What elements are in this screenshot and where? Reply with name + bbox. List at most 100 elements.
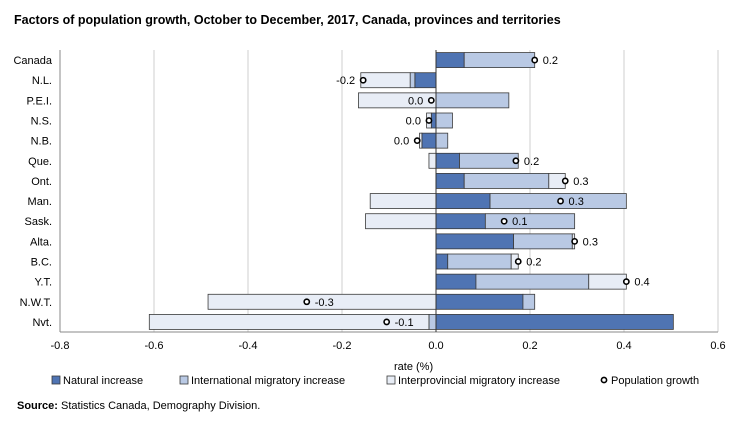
chart-title: Factors of population growth, October to…: [14, 13, 561, 27]
category-label: Man.: [28, 196, 52, 208]
population-growth-label: -0.2: [336, 75, 355, 87]
bar-segment: [365, 213, 437, 230]
bar-segment: [522, 293, 536, 310]
x-tick-label: -0.8: [51, 340, 70, 352]
population-growth-marker: [303, 298, 311, 306]
x-tick-label: 0.4: [616, 340, 631, 352]
population-growth-marker: [561, 177, 569, 185]
category-label: Nvt.: [32, 317, 52, 329]
population-growth-label: 0.1: [512, 216, 527, 228]
legend-layer: Natural increase International migratory …: [51, 375, 699, 387]
population-growth-label: -0.1: [395, 317, 414, 329]
bars-layer: [148, 52, 674, 330]
population-growth-marker: [425, 117, 433, 124]
bar-segment: [369, 193, 437, 209]
population-growth-label: 0.3: [573, 176, 588, 188]
category-label: Y.T.: [34, 277, 52, 289]
bar-segment: [447, 253, 512, 270]
source-label: Source:: [17, 400, 58, 412]
bar-segment: [484, 213, 576, 230]
markers-layer: 0.2 -0.2 0.0 0.0 0.0 0.2 0.3 0.3 0.1 0.3 0.2 0.4 -0.…: [303, 55, 650, 329]
bar-segment: [435, 152, 460, 169]
legend-swatch: [179, 375, 189, 385]
population-growth-marker: [571, 237, 579, 245]
population-growth-marker: [383, 318, 391, 326]
category-label: Ont.: [31, 176, 52, 188]
source-text: Statistics Canada, Demography Division.: [61, 400, 261, 412]
bar-segment: [435, 233, 514, 250]
axis-layer: -0.8 -0.6 -0.4 -0.2 0.0 0.2 0.4 0.6 rate (%) Cana…: [13, 50, 726, 373]
x-axis-label: rate (%): [394, 361, 433, 373]
legend-label: Interprovincial migratory increase: [398, 375, 560, 387]
bar-segment: [588, 273, 627, 290]
category-label: N.L.: [32, 75, 52, 87]
source-note: Source: Statistics Canada, Demography Di…: [17, 400, 260, 412]
bar-segment: [435, 132, 449, 149]
category-label: Que.: [28, 156, 52, 168]
legend-marker: [600, 376, 608, 384]
bar-segment: [148, 314, 430, 330]
bar-segment: [358, 92, 437, 109]
population-growth-label: 0.3: [569, 196, 584, 208]
bar-segment: [435, 92, 510, 109]
legend-label: Natural increase: [63, 375, 143, 387]
bar-segment: [435, 173, 465, 189]
bar-segment: [475, 273, 590, 290]
legend-swatch: [386, 375, 396, 385]
bar-segment: [435, 52, 465, 68]
category-label: P.E.I.: [27, 95, 52, 107]
population-growth-marker: [359, 76, 367, 84]
population-growth-label: 0.2: [524, 156, 539, 168]
category-label: B.C.: [31, 257, 52, 269]
bar-segment: [421, 132, 437, 149]
bar-segment: [428, 314, 437, 330]
grid-layer: [59, 50, 719, 332]
x-tick-label: -0.2: [333, 340, 352, 352]
population-growth-label: 0.2: [526, 257, 541, 269]
bar-segment: [463, 52, 536, 68]
population-growth-marker: [427, 96, 435, 104]
bar-segment: [435, 273, 477, 290]
x-tick-label: -0.4: [239, 340, 258, 352]
population-growth-marker: [500, 217, 508, 225]
population-growth-marker: [413, 137, 421, 145]
bar-segment: [459, 152, 519, 169]
legend-swatch: [51, 375, 61, 385]
x-tick-label: 0.6: [710, 340, 725, 352]
category-label: Alta.: [30, 236, 52, 248]
category-label: N.B.: [31, 136, 52, 148]
bar-segment: [513, 233, 573, 250]
bar-segment: [435, 314, 674, 330]
bar-segment: [435, 213, 486, 230]
population-growth-marker: [531, 56, 539, 64]
category-label: Sask.: [24, 216, 52, 228]
category-label: N.S.: [31, 116, 52, 128]
bar-segment: [463, 173, 550, 189]
bar-segment: [414, 72, 437, 89]
bar-segment: [409, 72, 416, 89]
x-tick-label: -0.6: [145, 340, 164, 352]
population-growth-label: 0.4: [634, 277, 649, 289]
population-growth-label: 0.0: [394, 136, 409, 148]
population-growth-label: 0.0: [406, 116, 421, 128]
x-tick-label: 0.2: [522, 340, 537, 352]
population-growth-marker: [557, 197, 564, 205]
category-label: Canada: [13, 55, 52, 67]
bar-segment: [435, 293, 524, 310]
population-growth-label: -0.3: [315, 297, 334, 309]
legend-label: International migratory increase: [191, 375, 345, 387]
bar-segment: [435, 193, 491, 209]
bar-segment: [435, 112, 453, 129]
population-growth-label: 0.0: [408, 95, 423, 107]
legend-label: Population growth: [611, 375, 699, 387]
population-growth-marker: [514, 258, 522, 265]
population-growth-marker: [622, 278, 630, 286]
bar-segment: [435, 253, 449, 270]
x-tick-label: 0.0: [428, 340, 443, 352]
population-growth-marker: [512, 157, 520, 165]
category-label: N.W.T.: [20, 297, 52, 309]
population-growth-label: 0.3: [583, 236, 598, 248]
bar-segment: [360, 72, 411, 89]
